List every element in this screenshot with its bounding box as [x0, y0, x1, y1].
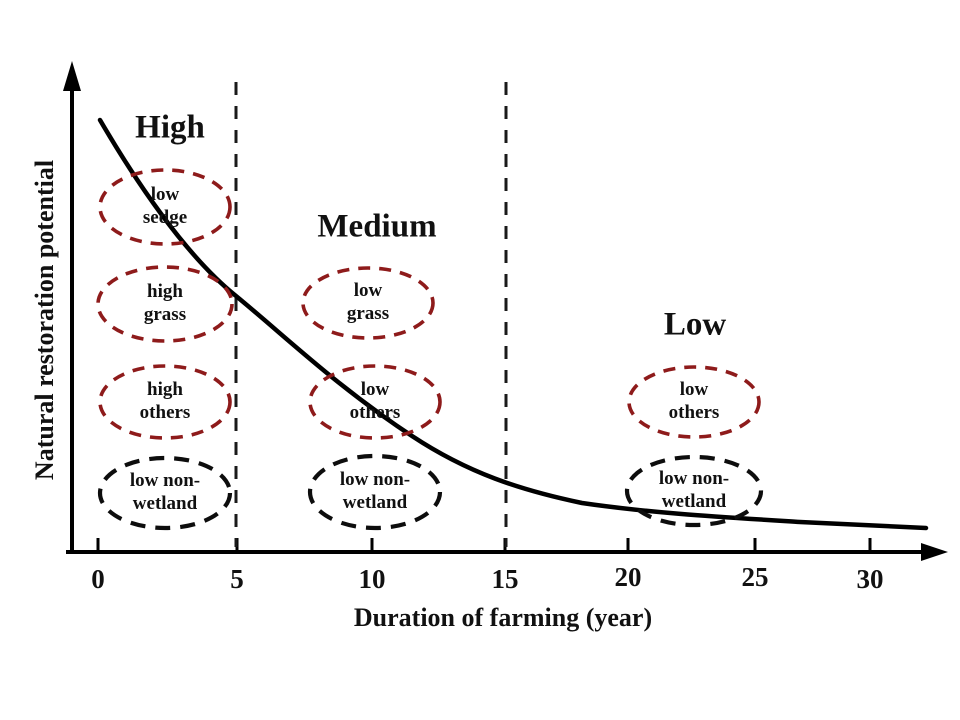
ellipse-label-low-non-wetland-2: low non- wetland	[305, 469, 445, 515]
ellipse-label-line: high	[147, 379, 183, 401]
ellipse-label-line: wetland	[132, 493, 198, 514]
ellipse-label-low-non-wetland-3: low non- wetland	[624, 468, 764, 514]
ellipse-label-low-others-medium: low others	[305, 379, 445, 425]
zone-label-low: Low	[663, 306, 727, 343]
ellipse-label-line: grass	[143, 304, 187, 325]
ellipse-label-line: low non-	[658, 468, 730, 490]
zone-label-medium: Medium	[317, 208, 437, 245]
ellipse-high-others	[98, 364, 232, 440]
ellipse-label-low-sedge: low sedge	[95, 184, 235, 230]
x-tick-label-5: 5	[230, 564, 244, 594]
x-tick-label-25: 25	[741, 562, 769, 592]
x-tick-label-10: 10	[358, 564, 386, 594]
ellipse-label-low-non-wetland-1: low non- wetland	[95, 470, 235, 516]
y-axis-arrowhead-icon	[63, 61, 81, 91]
x-tick-label-20: 20	[614, 562, 642, 592]
ellipse-label-low-others-low: low others	[624, 379, 764, 425]
x-tick-label-0: 0	[91, 564, 105, 594]
ellipse-label-line: low	[353, 280, 383, 302]
ellipse-label-high-grass: high grass	[95, 281, 235, 327]
ellipse-label-line: wetland	[342, 492, 408, 513]
ellipse-low-sedge	[98, 168, 232, 246]
ellipse-label-high-others: high others	[95, 379, 235, 425]
ellipse-low-non-wetland-3	[624, 454, 764, 528]
ellipse-label-line: low	[360, 379, 390, 401]
ellipse-low-others-medium	[308, 364, 442, 440]
x-tick-label-15: 15	[491, 564, 519, 594]
ellipse-low-non-wetland-2	[307, 453, 443, 531]
ellipse-label-line: sedge	[142, 207, 188, 228]
ellipse-label-line: low non-	[129, 470, 201, 492]
ellipse-label-line: wetland	[661, 491, 727, 512]
ellipse-label-line: others	[139, 402, 191, 423]
ellipse-low-grass	[301, 266, 435, 340]
zone-label-high: High	[135, 109, 205, 146]
ellipse-high-grass	[96, 265, 234, 343]
ellipse-label-line: low	[150, 184, 180, 206]
x-axis-arrowhead-icon	[921, 543, 948, 561]
ellipse-label-line: high	[147, 281, 183, 303]
ellipse-label-line: low	[679, 379, 709, 401]
ellipse-low-others-low	[627, 365, 761, 439]
ellipse-label-line: grass	[346, 303, 390, 324]
ellipse-label-line: others	[349, 402, 401, 423]
ellipse-label-low-grass: low grass	[298, 280, 438, 326]
ellipse-label-line: low non-	[339, 469, 411, 491]
y-axis-title: Natural restoration potential	[30, 159, 59, 481]
x-axis-title: Duration of farming (year)	[353, 603, 653, 632]
ellipse-label-line: others	[668, 402, 720, 423]
ellipse-low-non-wetland-1	[97, 455, 233, 531]
x-tick-label-30: 30	[856, 564, 884, 594]
restoration-curve	[97, 117, 929, 531]
